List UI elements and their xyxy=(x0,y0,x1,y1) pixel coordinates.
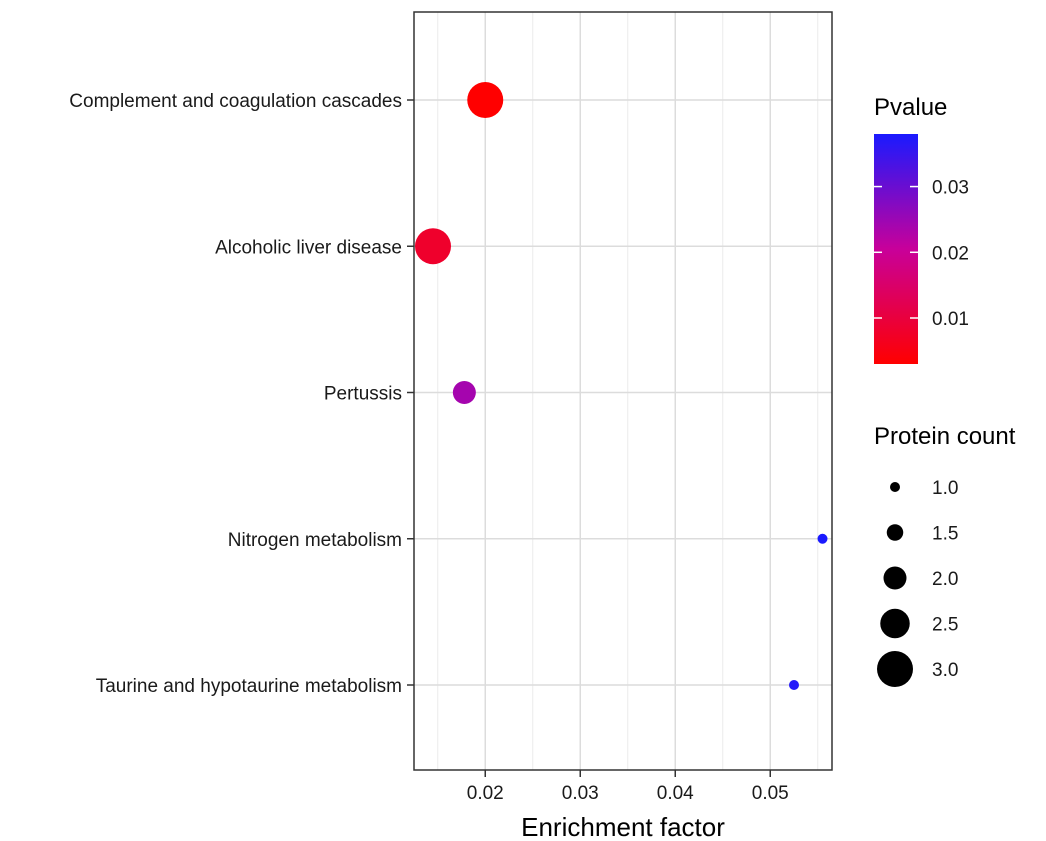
size-legend-label: 1.5 xyxy=(932,524,958,545)
x-tick-label: 0.04 xyxy=(657,783,694,804)
y-tick-label: Nitrogen metabolism xyxy=(228,530,402,551)
size-legend-key xyxy=(877,651,913,687)
y-tick-label: Alcoholic liver disease xyxy=(215,237,402,258)
size-legend-label: 3.0 xyxy=(932,660,958,681)
data-point xyxy=(789,680,799,690)
x-tick-label: 0.03 xyxy=(562,783,599,804)
data-point xyxy=(817,533,828,544)
x-tick-label: 0.02 xyxy=(467,783,504,804)
colorbar-tick-label: 0.01 xyxy=(932,309,969,330)
y-tick-label: Pertussis xyxy=(324,384,402,405)
size-legend-label: 1.0 xyxy=(932,478,958,499)
y-tick-label: Taurine and hypotaurine metabolism xyxy=(96,676,402,697)
x-axis-title: Enrichment factor xyxy=(521,812,725,841)
y-tick-label: Complement and coagulation cascades xyxy=(69,91,402,112)
panel-border xyxy=(413,11,833,771)
size-legend-label: 2.0 xyxy=(932,569,958,590)
size-legend-key xyxy=(890,482,900,492)
pvalue-legend: Pvalue 0.01 0.02 0.03 xyxy=(874,94,969,364)
colorbar-tick-label: 0.02 xyxy=(932,243,969,264)
x-axis: 0.02 0.03 0.04 0.05 xyxy=(467,770,789,804)
size-legend-key xyxy=(886,524,904,541)
data-point xyxy=(467,82,504,118)
x-tick-label: 0.05 xyxy=(752,783,789,804)
data-point xyxy=(415,228,451,265)
size-legend-key xyxy=(883,566,907,590)
plot-panel xyxy=(413,11,833,771)
size-legend-label: 2.5 xyxy=(932,615,958,636)
panel-background xyxy=(414,12,832,770)
protein-count-legend: Protein count 1.0 1.5 2.0 2.5 3.0 xyxy=(874,423,1016,687)
size-legend-key xyxy=(880,608,910,639)
data-points xyxy=(415,82,828,690)
protein-count-legend-title: Protein count xyxy=(874,423,1016,450)
y-axis-labels: Complement and coagulation cascades Alcoh… xyxy=(69,91,414,697)
pvalue-legend-title: Pvalue xyxy=(874,94,947,121)
pvalue-colorbar xyxy=(874,134,918,364)
colorbar-tick-label: 0.03 xyxy=(932,178,969,199)
data-point xyxy=(452,381,476,404)
